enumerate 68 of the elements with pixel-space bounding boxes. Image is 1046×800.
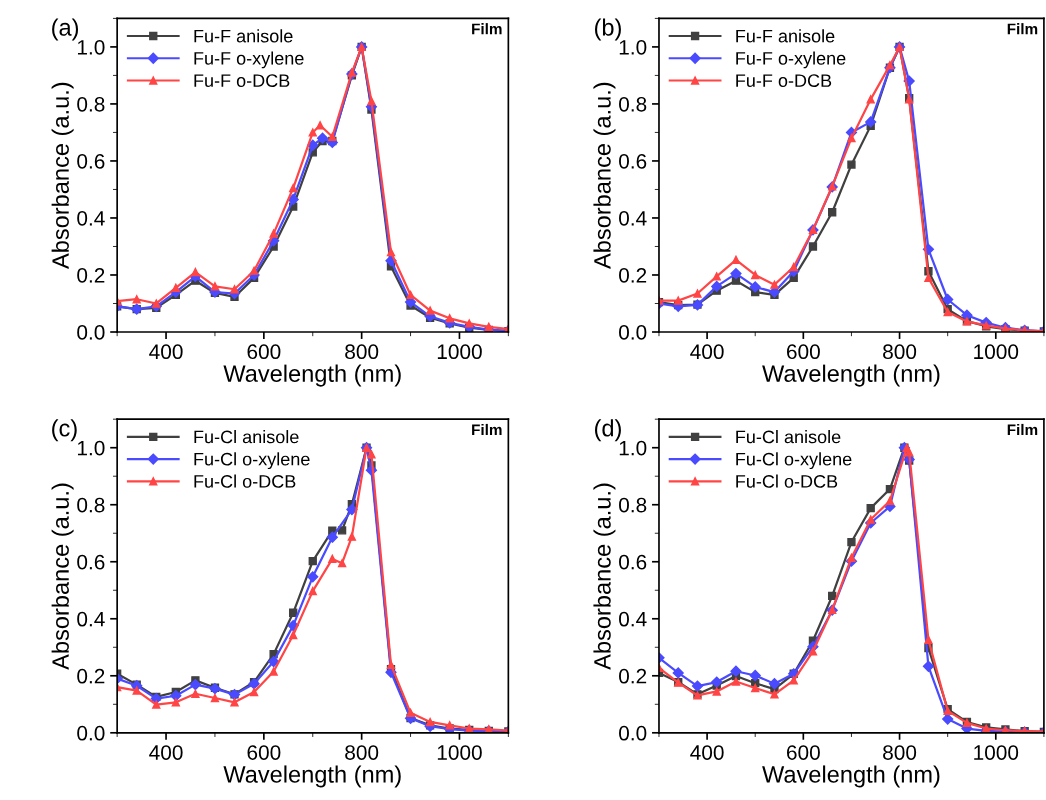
x-tick-label: 800 (883, 344, 917, 360)
text: (d) (595, 419, 621, 442)
y-tick-label: 1.0 (77, 39, 105, 55)
legend-label: Fu-F anisole (736, 29, 835, 43)
legend-label: Fu-F anisole (194, 29, 293, 43)
y-tick-label: 1.0 (619, 39, 647, 55)
text: (a) (52, 18, 79, 41)
y-tick-label: 0.0 (77, 325, 105, 340)
y-tick-label: 0.4 (77, 210, 105, 226)
y-tick-label: 1.0 (619, 440, 647, 456)
x-tick-label: 600 (247, 745, 281, 760)
x-tick-label: 600 (247, 344, 281, 360)
text: (b) (595, 18, 621, 41)
y-axis-title: Absorbance (a.u.) (51, 82, 74, 269)
y-tick-label: 0.0 (619, 725, 647, 741)
x-tick-label: 1000 (974, 344, 1019, 360)
x-tick-label: 400 (690, 745, 724, 760)
x-axis-title: Wavelength (nm) (762, 364, 940, 387)
y-tick-label: 0.6 (77, 153, 105, 169)
legend-label: Fu-Cl o-DCB (736, 474, 838, 488)
x-tick-label: 1000 (437, 745, 482, 760)
annotation: Film (1007, 23, 1038, 35)
y-tick-label: 0.8 (619, 96, 647, 112)
x-tick-label: 400 (149, 745, 183, 760)
annotation: Film (1007, 423, 1038, 435)
y-tick-label: 0.2 (77, 668, 105, 684)
x-tick-label: 600 (787, 344, 820, 360)
x-axis-title: Wavelength (nm) (223, 364, 401, 387)
y-axis-title: Absorbance (a.u.) (593, 82, 616, 269)
y-tick-label: 0.6 (77, 554, 105, 570)
y-tick-label: 0.6 (619, 554, 647, 570)
legend-label: Fu-Cl o-DCB (194, 474, 296, 488)
x-axis-title: Wavelength (nm) (223, 765, 401, 788)
y-axis-title: Absorbance (a.u.) (593, 483, 616, 670)
legend-label: Fu-F o-DCB (736, 74, 832, 87)
y-tick-label: 0.8 (77, 497, 105, 513)
legend-label: Fu-F o-xylene (736, 51, 846, 69)
legend-label: Fu-Cl anisole (736, 430, 841, 444)
x-tick-label: 800 (883, 745, 917, 760)
y-tick-label: 0.4 (619, 611, 647, 627)
x-tick-label: 600 (787, 745, 820, 760)
legend-label: Fu-Cl o-xylene (736, 452, 852, 470)
text: (c) (52, 419, 77, 442)
y-tick-label: 0.4 (77, 611, 105, 627)
y-tick-label: 0.2 (619, 267, 647, 283)
x-axis-title: Wavelength (nm) (762, 765, 940, 788)
y-tick-label: 0.8 (77, 96, 105, 112)
x-tick-label: 800 (345, 344, 379, 360)
legend-label: Fu-F o-xylene (194, 51, 304, 69)
legend-label: Fu-F o-DCB (194, 74, 290, 87)
y-tick-label: 0.8 (619, 497, 647, 513)
y-axis-title: Absorbance (a.u.) (51, 483, 74, 670)
x-tick-label: 800 (345, 745, 379, 760)
legend-label: Fu-Cl o-xylene (194, 452, 310, 470)
x-tick-label: 1000 (437, 344, 482, 360)
x-tick-label: 1000 (974, 745, 1019, 760)
x-tick-label: 400 (690, 344, 724, 360)
annotation: Film (472, 23, 502, 35)
y-tick-label: 0.6 (619, 153, 647, 169)
y-tick-label: 0.2 (77, 267, 105, 283)
y-tick-label: 0.2 (619, 668, 647, 684)
y-tick-label: 0.0 (77, 725, 105, 741)
y-tick-label: 1.0 (77, 440, 105, 456)
annotation: Film (472, 423, 502, 435)
x-tick-label: 400 (149, 344, 183, 360)
y-tick-label: 0.4 (619, 210, 647, 226)
legend-label: Fu-Cl anisole (194, 430, 299, 444)
y-tick-label: 0.0 (619, 325, 647, 340)
